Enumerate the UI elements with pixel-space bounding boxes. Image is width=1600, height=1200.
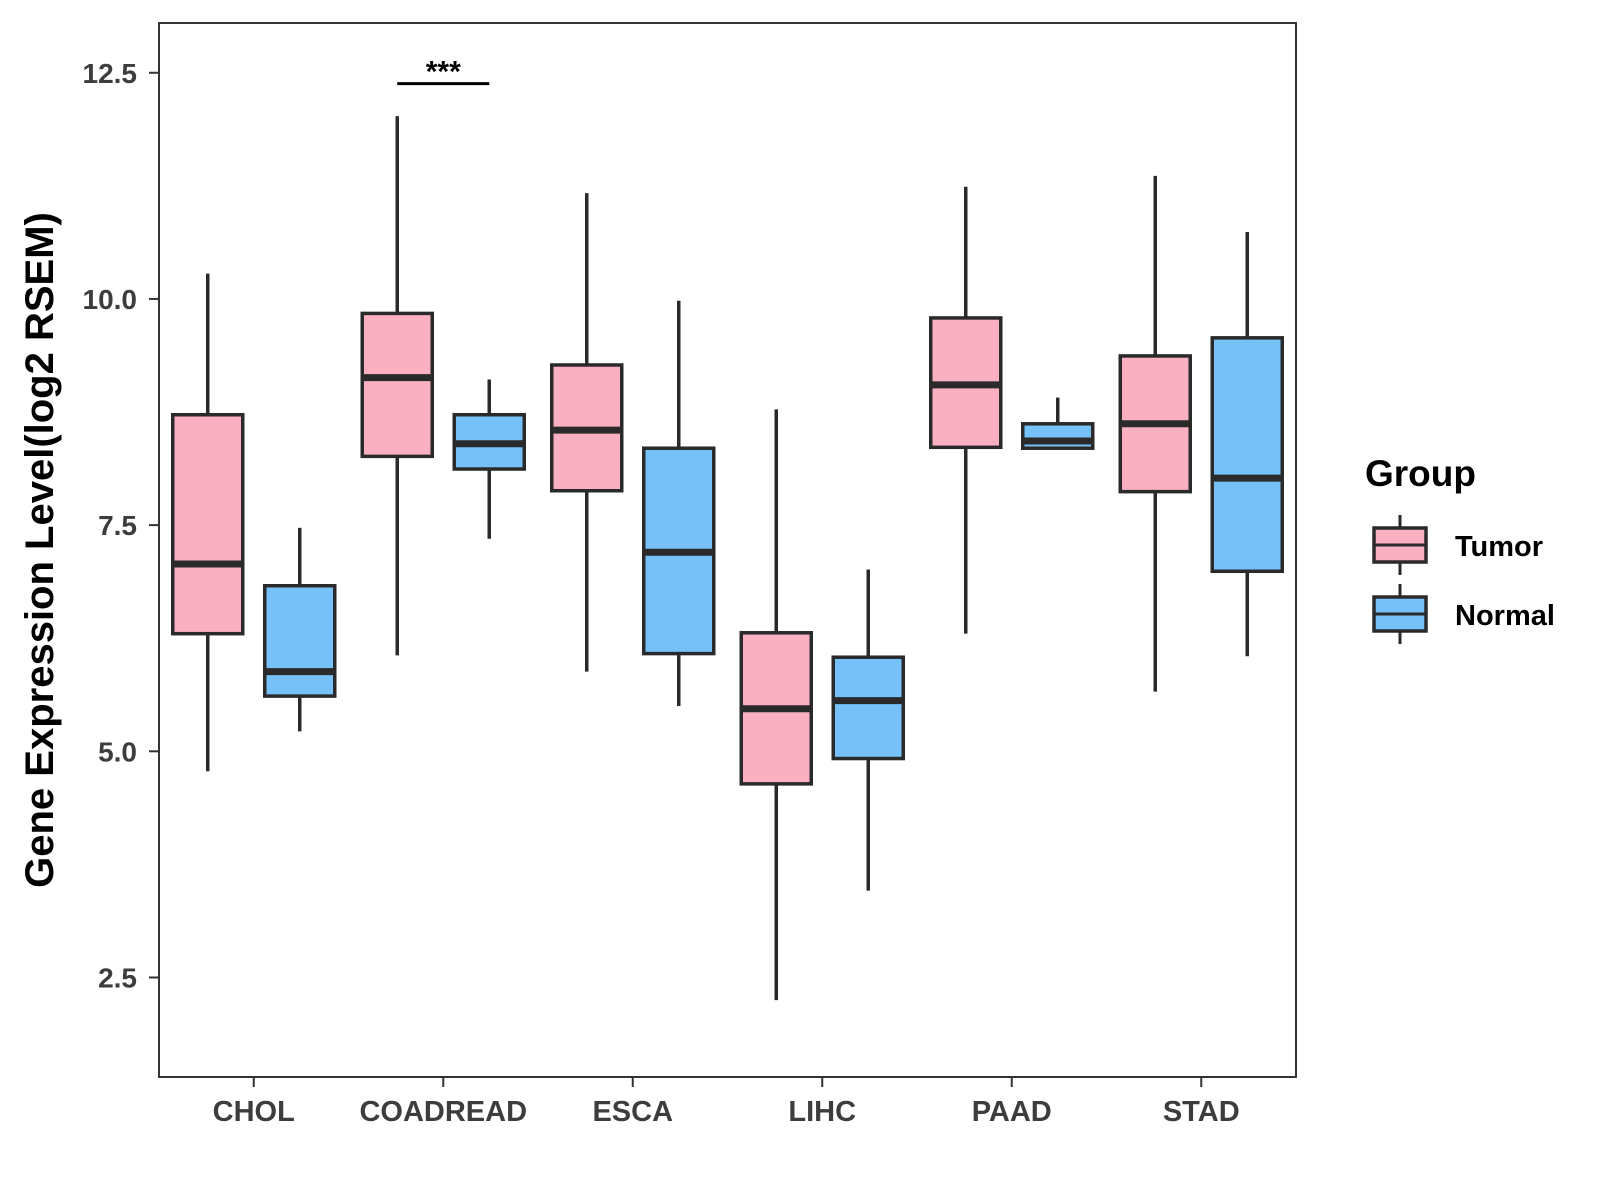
box-tumor-coadread <box>360 116 434 656</box>
legend-title: Group <box>1365 453 1476 494</box>
y-tick-label: 5.0 <box>98 736 137 767</box>
box-normal-lihc <box>831 569 905 891</box>
x-tick-label: COADREAD <box>359 1096 527 1128</box>
x-tick-label: PAAD <box>972 1096 1052 1128</box>
box-normal-stad <box>1210 231 1284 657</box>
box-tumor-chol <box>171 273 245 772</box>
box-normal-coadread <box>452 379 526 539</box>
box-tumor-stad <box>1118 175 1192 692</box>
box-body <box>171 412 245 636</box>
y-tick-label: 12.5 <box>83 58 138 89</box>
legend-key-normal: Normal <box>1372 584 1555 644</box>
y-axis-title: Gene Expression Level(log2 RSEM) <box>18 212 62 888</box>
y-tick-label: 7.5 <box>98 510 137 541</box>
x-tick-label: STAD <box>1163 1096 1240 1128</box>
box-tumor-paad <box>929 186 1003 634</box>
box-body <box>263 583 337 698</box>
box-tumor-esca <box>550 193 624 672</box>
box-normal-esca <box>642 300 716 707</box>
box-normal-paad <box>1021 397 1095 450</box>
box-tumor-lihc <box>739 409 813 1001</box>
legend-label: Normal <box>1455 600 1555 632</box>
box-body <box>1021 422 1095 450</box>
plot-panel: 2.5 5.0 7.5 10.0 12.5 CHOL COADREAD ESCA LIHC PAA… <box>83 22 1297 1128</box>
legend-label: Tumor <box>1455 531 1543 563</box>
box-body <box>831 655 905 761</box>
legend: Group Tumor Normal <box>1365 453 1555 644</box>
legend-key-tumor: Tumor <box>1372 515 1543 575</box>
box-normal-chol <box>263 527 337 732</box>
significance-label: *** <box>426 56 461 89</box>
y-tick-label: 2.5 <box>98 962 137 993</box>
y-tick-label: 10.0 <box>83 284 138 315</box>
box-body <box>1210 336 1284 574</box>
x-tick-label: LIHC <box>788 1096 856 1128</box>
box-body <box>360 311 434 459</box>
x-tick-label: ESCA <box>592 1096 673 1128</box>
x-tick-label: CHOL <box>213 1096 295 1128</box>
panel-border <box>158 22 1297 1078</box>
